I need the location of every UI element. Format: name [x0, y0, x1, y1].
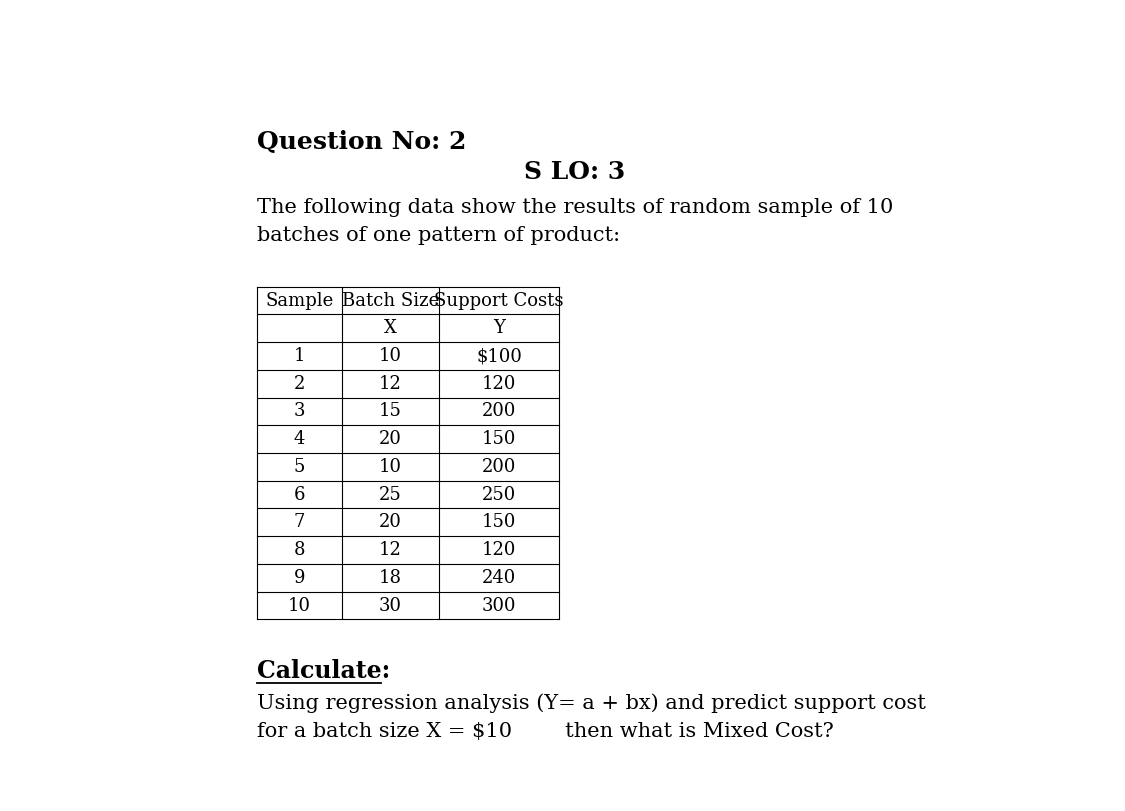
Text: X: X [384, 320, 397, 337]
Text: Question No: 2: Question No: 2 [256, 131, 466, 154]
Text: Calculate:: Calculate: [256, 659, 390, 684]
Text: 12: 12 [379, 375, 402, 393]
Text: 150: 150 [482, 430, 516, 448]
Text: 20: 20 [379, 430, 402, 448]
Text: 5: 5 [294, 458, 305, 476]
Text: The following data show the results of random sample of 10
batches of one patter: The following data show the results of r… [256, 198, 893, 245]
Text: 300: 300 [482, 597, 516, 615]
Text: Sample: Sample [266, 292, 334, 310]
Text: 120: 120 [482, 375, 516, 393]
Text: 9: 9 [294, 569, 305, 587]
Text: 150: 150 [482, 513, 516, 531]
Text: S LO: 3: S LO: 3 [524, 160, 626, 183]
Text: 25: 25 [379, 486, 402, 504]
Text: 18: 18 [379, 569, 402, 587]
Text: 240: 240 [482, 569, 516, 587]
Text: 10: 10 [288, 597, 310, 615]
Text: 10: 10 [379, 347, 402, 365]
Text: 12: 12 [379, 541, 402, 559]
Text: Batch Size: Batch Size [342, 292, 439, 310]
Text: 6: 6 [294, 486, 305, 504]
Text: 8: 8 [294, 541, 305, 559]
Text: 2: 2 [294, 375, 305, 393]
Text: 120: 120 [482, 541, 516, 559]
Text: $100: $100 [476, 347, 522, 365]
Text: 3: 3 [294, 402, 305, 420]
Text: 250: 250 [482, 486, 516, 504]
Text: 7: 7 [294, 513, 305, 531]
Text: 15: 15 [379, 402, 402, 420]
Text: 1: 1 [294, 347, 305, 365]
Text: Support Costs: Support Costs [434, 292, 564, 310]
Text: 200: 200 [482, 458, 516, 476]
Text: Y: Y [493, 320, 505, 337]
Text: 20: 20 [379, 513, 402, 531]
Text: 10: 10 [379, 458, 402, 476]
Text: Using regression analysis (Y= a + bx) and predict support cost
for a batch size : Using regression analysis (Y= a + bx) an… [256, 693, 926, 741]
Text: 4: 4 [294, 430, 305, 448]
Text: 30: 30 [379, 597, 402, 615]
Text: 200: 200 [482, 402, 516, 420]
